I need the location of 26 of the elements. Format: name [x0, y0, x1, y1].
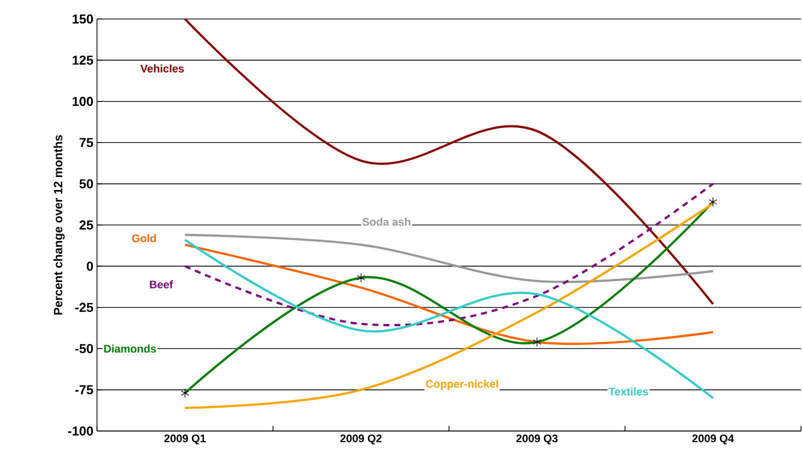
text: Vehicles — [140, 64, 184, 72]
y-tick-label: 75 — [80, 138, 94, 148]
text: Diamonds — [104, 344, 156, 353]
y-axis-title: Percent change over 12 months — [54, 135, 65, 315]
y-tick-label: 50 — [79, 179, 93, 188]
y-tick-label: 25 — [80, 220, 94, 230]
y-tick-label: 100 — [72, 96, 93, 106]
y-tick-label: -75 — [75, 385, 94, 394]
line-series — [184, 234, 714, 283]
series-label: Beef — [150, 280, 174, 288]
line-series — [184, 18, 714, 306]
text: Textiles — [608, 387, 648, 396]
text: Gold — [132, 234, 156, 242]
y-tick-label: 125 — [72, 56, 94, 65]
y-tick-label: -25 — [75, 302, 94, 312]
x-tick-label: 2009 Q2 — [340, 434, 382, 444]
y-tick-label: -50 — [75, 344, 93, 354]
series-label: Copper-nickel — [426, 380, 498, 390]
y-tick-label: 150 — [72, 14, 93, 24]
y-tick-label: -100 — [68, 426, 93, 436]
x-tick-label: 2009 Q3 — [516, 434, 558, 444]
x-tick-label: 2009 Q1 — [164, 434, 206, 444]
y-tick-label: 0 — [86, 262, 93, 271]
x-tick-label: 2009 Q4 — [692, 434, 734, 444]
series-label: Soda ash — [362, 218, 410, 226]
line-series — [184, 238, 714, 400]
